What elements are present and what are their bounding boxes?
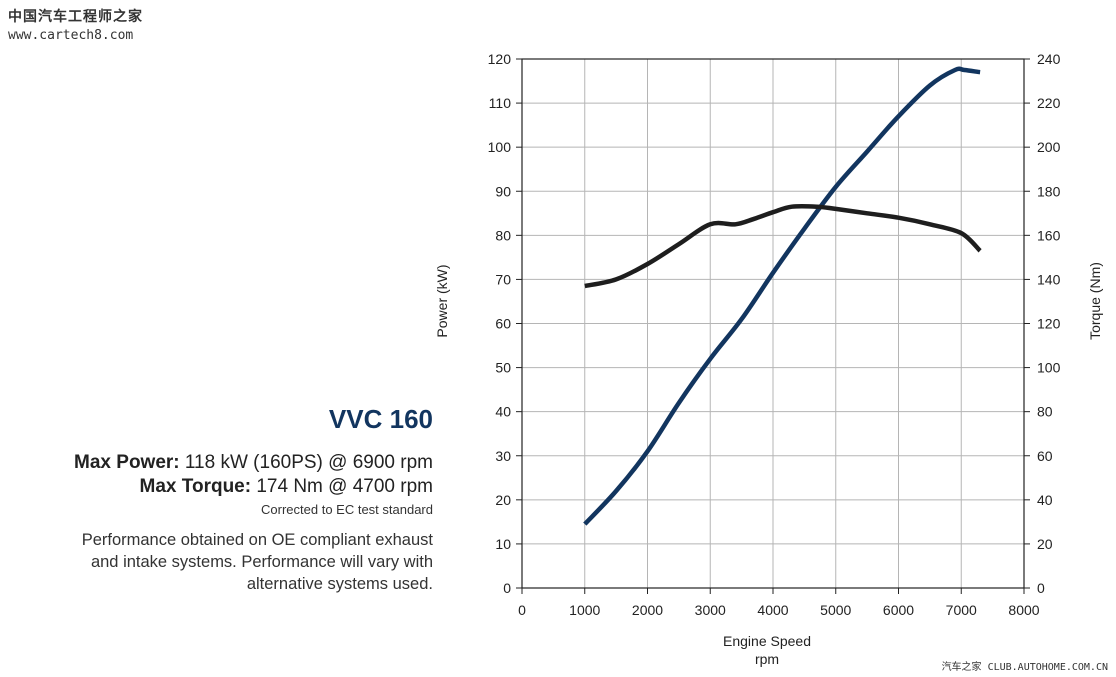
y-tick-label-left: 50: [495, 360, 511, 376]
y-tick-label-right: 140: [1037, 271, 1061, 287]
x-tick-label: 8000: [1008, 602, 1039, 618]
y-tick-label-right: 0: [1037, 580, 1045, 596]
max-power-label: Max Power:: [74, 452, 180, 473]
y-tick-label-right: 20: [1037, 536, 1053, 552]
max-power-line: Max Power: 118 kW (160PS) @ 6900 rpm: [74, 452, 433, 474]
y-tick-label-right: 180: [1037, 183, 1061, 199]
y-tick-label-left: 80: [495, 227, 511, 243]
y-tick-label-right: 80: [1037, 404, 1053, 420]
watermark-header: 中国汽车工程师之家 www.cartech8.com: [8, 6, 143, 43]
y-tick-label-right: 60: [1037, 448, 1053, 464]
y-axis-label-left: Power (kW): [434, 264, 450, 337]
correction-note: Corrected to EC test standard: [261, 502, 433, 517]
x-tick-label: 4000: [757, 602, 788, 618]
watermark-footer: 汽车之家 CLUB.AUTOHOME.COM.CN: [941, 662, 1108, 673]
x-tick-label: 1000: [569, 602, 600, 618]
y-tick-label-left: 0: [503, 580, 511, 596]
max-torque-line: Max Torque: 174 Nm @ 4700 rpm: [140, 476, 433, 498]
max-power-value: 118 kW (160PS) @ 6900 rpm: [179, 452, 433, 473]
y-tick-label-right: 200: [1037, 139, 1061, 155]
watermark-site-url: www.cartech8.com: [8, 28, 134, 43]
y-tick-label-left: 100: [488, 139, 512, 155]
model-title: VVC 160: [328, 404, 433, 434]
y-axis-label-right: Torque (Nm): [1087, 262, 1103, 340]
y-tick-label-left: 20: [495, 492, 511, 508]
y-tick-label-right: 100: [1037, 360, 1061, 376]
y-tick-label-right: 240: [1037, 51, 1061, 67]
x-tick-label: 6000: [883, 602, 914, 618]
chart-ticks: 0 1000 2000 3000 4000 5000 6000 7000 80000102030…: [488, 51, 1061, 618]
x-tick-label: 0: [518, 602, 526, 618]
y-tick-label-left: 120: [488, 51, 512, 67]
y-tick-label-left: 10: [495, 536, 511, 552]
y-tick-label-left: 90: [495, 183, 511, 199]
x-tick-label: 2000: [632, 602, 663, 618]
max-torque-value: 174 Nm @ 4700 rpm: [251, 476, 433, 497]
x-tick-label: 3000: [695, 602, 726, 618]
x-tick-label: 5000: [820, 602, 851, 618]
y-tick-label-left: 110: [489, 95, 512, 111]
x-tick-label: 7000: [946, 602, 977, 618]
y-tick-label-right: 160: [1037, 227, 1061, 243]
x-axis-label: Engine Speed: [723, 633, 811, 649]
y-tick-label-right: 40: [1037, 492, 1053, 508]
y-tick-label-left: 70: [495, 271, 511, 287]
power-curve: [583, 66, 981, 526]
y-tick-label-left: 30: [495, 448, 511, 464]
x-axis-unit: rpm: [755, 651, 779, 667]
y-tick-label-left: 40: [495, 404, 511, 420]
chart-series: [583, 66, 982, 526]
watermark-site-name: 中国汽车工程师之家: [8, 9, 143, 25]
y-tick-label-right: 220: [1037, 95, 1061, 111]
performance-note: Performance obtained on OE compliant exh…: [81, 531, 433, 593]
y-tick-label-right: 120: [1037, 316, 1061, 332]
y-tick-label-left: 60: [495, 316, 511, 332]
max-torque-label: Max Torque:: [139, 476, 252, 497]
torque-curve: [584, 203, 982, 289]
